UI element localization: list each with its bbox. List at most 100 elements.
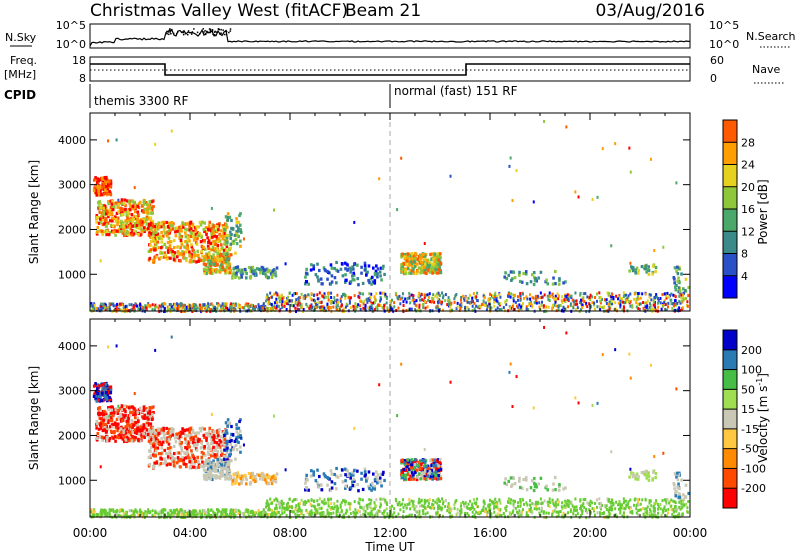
velocity-echo-cell — [195, 448, 199, 452]
power-ground-cell — [437, 301, 440, 305]
power-echo-cell — [225, 251, 229, 255]
power-echo-cell — [336, 269, 340, 273]
velocity-echo-cell — [222, 454, 226, 459]
power-ground-cell — [680, 293, 683, 297]
power-echo-cell — [651, 272, 654, 276]
power-ground-cell — [649, 304, 652, 308]
noise-dot — [202, 28, 205, 30]
power-ground-cell — [339, 299, 342, 303]
power-ground-cell — [408, 307, 411, 311]
velocity-echo-cell — [195, 443, 199, 447]
power-ground-cell — [307, 293, 310, 297]
power-ground-cell — [449, 304, 452, 308]
power-ground-cell — [182, 303, 185, 307]
velocity-echo-cell — [124, 431, 128, 435]
power-ground-cell — [184, 303, 187, 307]
noise-dot — [191, 31, 194, 33]
power-echo-cell — [352, 278, 356, 282]
velocity-echo-cell — [261, 472, 265, 476]
power-echo-cell — [95, 193, 99, 197]
power-ground-cell — [124, 306, 127, 310]
power-echo-cell — [434, 254, 438, 258]
velocity-echo-cell — [125, 419, 129, 424]
power-echo-cell — [226, 270, 229, 274]
power-ground-cell — [359, 292, 362, 296]
velocity-echo-cell — [383, 478, 386, 483]
velocity-echo-cell — [168, 446, 172, 450]
power-ground-cell — [363, 299, 366, 303]
power-ground-cell — [528, 293, 531, 297]
cpid-segment-2: normal (fast) 151 RF — [394, 84, 518, 98]
power-echo-cell — [647, 272, 651, 276]
power-ground-cell — [505, 302, 508, 306]
power-echo-cell — [425, 271, 428, 276]
velocity-echo-cell — [193, 461, 196, 465]
power-ground-cell — [398, 294, 401, 298]
power-sparse-cell — [170, 129, 173, 133]
velocity-echo-cell — [676, 477, 680, 482]
power-echo-cell — [168, 240, 172, 244]
velocity-echo-cell — [147, 409, 151, 414]
power-echo-cell — [407, 254, 410, 258]
power-ground-cell — [281, 305, 284, 309]
power-echo-cell — [305, 267, 308, 271]
power-echo-cell — [152, 232, 155, 236]
power-ground-cell — [366, 297, 369, 301]
velocity-echo-cell — [323, 474, 327, 478]
velocity-echo-cell — [130, 437, 133, 441]
power-echo-cell — [426, 261, 429, 265]
velocity-echo-cell — [675, 475, 678, 479]
power-echo-cell — [410, 269, 414, 273]
power-echo-cell — [195, 225, 198, 229]
power-echo-cell — [344, 267, 347, 271]
power-echo-cell — [182, 250, 186, 254]
power-ground-cell — [460, 305, 463, 309]
velocity-echo-cell — [172, 444, 176, 449]
velocity-echo-cell — [228, 439, 232, 444]
power-echo-cell — [126, 214, 130, 218]
power-echo-cell — [191, 222, 195, 226]
velocity-echo-cell — [154, 436, 158, 440]
velocity-echo-cell — [117, 436, 121, 440]
velocity-echo-cell — [234, 472, 238, 476]
power-ground-cell — [137, 307, 140, 311]
velocity-echo-cell — [644, 472, 647, 477]
velocity-echo-cell — [153, 454, 156, 458]
power-echo-cell — [259, 267, 263, 271]
power-echo-cell — [356, 276, 360, 281]
power-echo-cell — [148, 205, 152, 210]
power-ground-cell — [330, 291, 333, 295]
velocity-echo-cell — [177, 459, 181, 463]
power-ground-cell — [336, 293, 339, 297]
velocity-echo-cell — [674, 491, 677, 495]
power-echo-cell — [266, 276, 270, 280]
velocity-echo-cell — [98, 406, 101, 410]
velocity-echo-cell — [143, 413, 147, 417]
power-ground-cell — [632, 297, 635, 301]
velocity-echo-cell — [100, 383, 104, 387]
velocity-echo-cell — [122, 429, 125, 433]
noise-dot — [166, 32, 168, 35]
velocity-echo-cell — [226, 418, 230, 422]
power-echo-cell — [266, 270, 270, 274]
power-echo-cell — [148, 231, 151, 235]
velocity-echo-cell — [509, 476, 513, 480]
velocity-echo-cell — [410, 475, 414, 479]
velocity-echo-cell — [169, 429, 172, 434]
power-ground-cell — [322, 295, 325, 299]
power-ground-cell — [417, 294, 420, 298]
velocity-echo-cell — [634, 474, 637, 478]
velocity-echo-cell — [309, 474, 313, 478]
power-echo-cell — [231, 226, 235, 231]
power-echo-cell — [234, 266, 238, 270]
velocity-echo-cell — [163, 448, 167, 453]
velocity-echo-cell — [422, 468, 426, 472]
power-echo-cell — [102, 212, 105, 216]
power-ground-cell — [556, 292, 559, 296]
power-echo-cell — [228, 215, 232, 219]
power-ground-cell — [659, 297, 662, 301]
power-echo-cell — [133, 230, 136, 234]
power-echo-cell — [193, 226, 197, 230]
power-ground-cell — [518, 303, 521, 307]
velocity-echo-cell — [154, 449, 158, 453]
